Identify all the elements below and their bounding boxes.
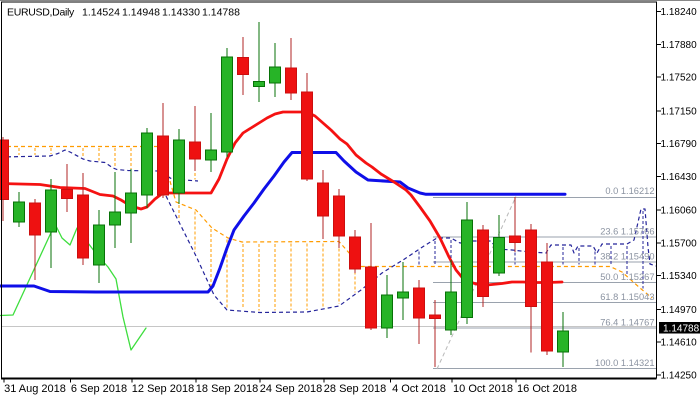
- svg-text:6 Sep 2018: 6 Sep 2018: [71, 383, 127, 395]
- svg-text:1.14788: 1.14788: [663, 324, 700, 335]
- svg-text:1.14524: 1.14524: [82, 7, 120, 19]
- svg-text:1.18240: 1.18240: [661, 7, 698, 18]
- svg-text:1.16790: 1.16790: [661, 139, 698, 150]
- svg-text:61.8 1.15043: 61.8 1.15043: [600, 292, 654, 302]
- svg-text:24 Sep 2018: 24 Sep 2018: [260, 383, 322, 395]
- svg-text:1.14970: 1.14970: [661, 305, 698, 316]
- svg-text:23.6 1.15766: 23.6 1.15766: [600, 226, 654, 236]
- svg-text:1.16430: 1.16430: [661, 172, 698, 183]
- svg-text:1.17150: 1.17150: [661, 106, 698, 117]
- svg-text:100.0 1.14321: 100.0 1.14321: [595, 358, 654, 368]
- svg-text:38.2 1.15490: 38.2 1.15490: [600, 252, 654, 262]
- svg-text:76.4 1.14767: 76.4 1.14767: [600, 317, 654, 327]
- svg-text:28 Sep 2018: 28 Sep 2018: [324, 383, 386, 395]
- svg-text:1.14948: 1.14948: [122, 7, 160, 19]
- svg-text:12 Sep 2018: 12 Sep 2018: [132, 383, 194, 395]
- svg-text:EURUSD,Daily: EURUSD,Daily: [7, 7, 75, 19]
- svg-text:1.17880: 1.17880: [661, 40, 698, 51]
- svg-text:4 Oct 2018: 4 Oct 2018: [392, 383, 446, 395]
- svg-text:50.0 1.15267: 50.0 1.15267: [600, 272, 654, 282]
- svg-text:1.15700: 1.15700: [661, 238, 698, 249]
- svg-text:16 Oct 2018: 16 Oct 2018: [517, 383, 577, 395]
- svg-text:1.17520: 1.17520: [661, 73, 698, 84]
- svg-text:1.14330: 1.14330: [162, 7, 200, 19]
- svg-text:1.14788: 1.14788: [202, 7, 240, 19]
- svg-text:1.16060: 1.16060: [661, 206, 698, 217]
- svg-text:0.0 1.16212: 0.0 1.16212: [605, 186, 654, 196]
- svg-text:10 Oct 2018: 10 Oct 2018: [453, 383, 513, 395]
- svg-text:1.14610: 1.14610: [661, 338, 698, 349]
- svg-text:1.15340: 1.15340: [661, 271, 698, 282]
- svg-text:18 Sep 2018: 18 Sep 2018: [196, 383, 258, 395]
- svg-text:31 Aug 2018: 31 Aug 2018: [4, 383, 66, 395]
- svg-text:1.14250: 1.14250: [661, 371, 698, 382]
